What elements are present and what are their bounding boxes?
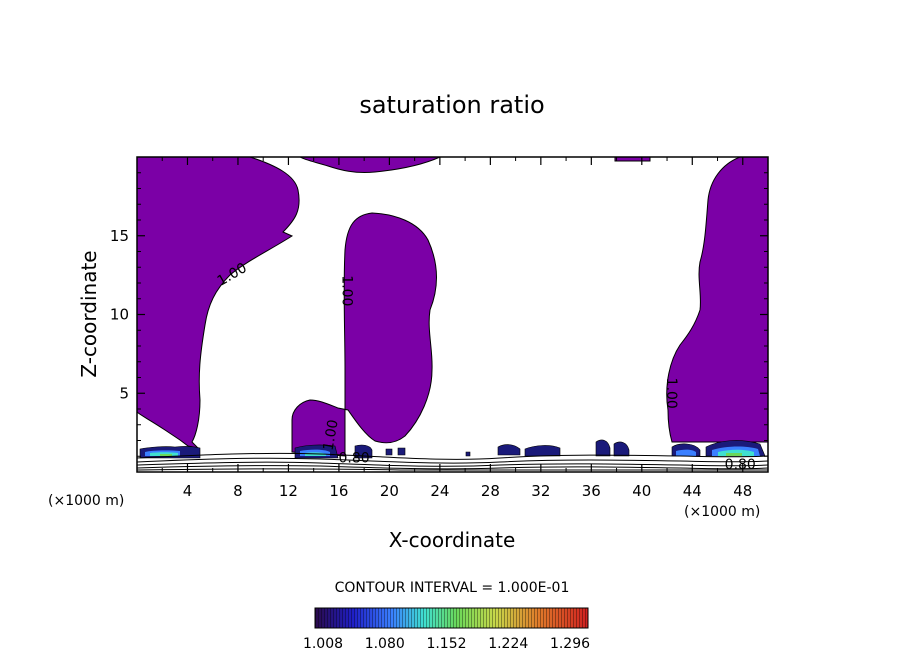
chart-title: saturation ratio [359,91,544,119]
y-axis-ticks: 5 10 15 [110,172,768,457]
y-tick-label: 10 [110,306,129,324]
saturated-region-right [666,157,768,443]
y-tick-label: 15 [110,227,129,245]
contour-label: 1.00 [321,418,342,451]
contour-label: 0.80 [725,457,756,473]
x-unit-right: (×1000 m) [684,504,760,520]
colorbar-stripes [315,608,588,628]
x-tick-label: 44 [683,482,702,500]
saturated-region-middle [291,212,438,457]
x-unit-left: (×1000 m) [48,493,124,509]
colorbar-label: 1.224 [488,636,528,652]
colorbar-label: 1.152 [426,636,466,652]
surface-cells [139,439,766,459]
x-tick-label: 48 [733,482,752,500]
x-axis-ticks: 4 8 12 16 20 24 28 32 36 40 44 48 [161,157,752,500]
x-tick-label: 28 [481,482,500,500]
colorbar-label: 1.080 [365,636,405,652]
y-axis-title: Z-coordinate [77,250,101,377]
x-tick-label: 16 [329,482,348,500]
contour-interval-text: CONTOUR INTERVAL = 1.000E-01 [335,580,570,596]
colorbar-label: 1.296 [550,636,590,652]
colorbar-border [314,607,589,629]
x-tick-label: 4 [183,482,193,500]
x-tick-label: 8 [233,482,243,500]
x-tick-label: 12 [279,482,298,500]
saturated-region-left [137,157,300,449]
x-tick-label: 36 [582,482,601,500]
y-tick-label: 5 [119,384,129,402]
x-tick-label: 20 [380,482,399,500]
saturated-regions [137,157,768,457]
saturated-region-top [299,157,441,173]
surface-contours [137,452,768,471]
x-tick-label: 24 [430,482,449,500]
contour-label: 1.00 [663,378,679,409]
x-tick-label: 32 [531,482,550,500]
x-tick-label: 40 [632,482,651,500]
contour-label: 1.00 [339,275,355,306]
colorbar-labels: 1.008 1.080 1.152 1.224 1.296 [303,636,590,652]
colorbar-label: 1.008 [303,636,343,652]
x-axis-title: X-coordinate [389,528,516,552]
contour-label: 0.80 [338,451,369,467]
